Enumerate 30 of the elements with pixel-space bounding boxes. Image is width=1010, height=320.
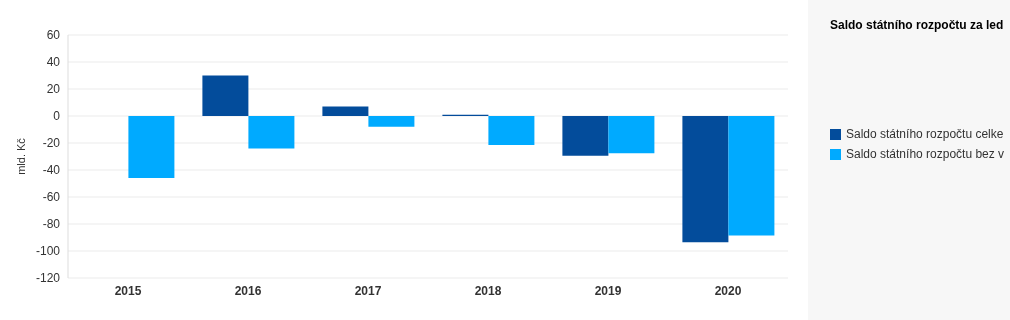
bar (128, 116, 175, 179)
y-axis-title: mld. Kč (14, 137, 27, 175)
y-tick-label: -20 (42, 136, 61, 151)
x-tick-label: 2016 (234, 283, 262, 298)
x-tick-label: 2019 (594, 283, 622, 298)
bar (608, 116, 655, 154)
y-tick-label: 60 (46, 28, 61, 43)
bar (368, 116, 415, 127)
y-tick-label: 40 (46, 55, 61, 70)
x-tick-label: 2020 (714, 283, 742, 298)
text: Saldo státního rozpočtu za led (830, 18, 1005, 32)
bar (488, 116, 535, 146)
bar (248, 116, 295, 149)
bar (562, 116, 609, 156)
y-tick-label: -120 (35, 271, 61, 286)
y-tick-label: -80 (42, 217, 61, 232)
y-tick-label: -60 (42, 190, 61, 205)
y-tick-label: 0 (53, 109, 61, 124)
x-tick-label: 2015 (114, 283, 142, 298)
legend-label: Saldo státního rozpočtu celke (846, 127, 1004, 141)
x-tick-label: 2018 (474, 283, 502, 298)
bar (202, 75, 249, 116)
x-tick-label: 2017 (354, 283, 382, 298)
y-tick-label: 20 (46, 82, 61, 97)
legend-label: Saldo státního rozpočtu bez v (846, 147, 1005, 161)
bar (728, 116, 775, 236)
y-tick-label: -40 (42, 163, 61, 178)
bar (322, 106, 369, 116)
bar (682, 116, 729, 243)
y-tick-label: -100 (35, 244, 61, 259)
